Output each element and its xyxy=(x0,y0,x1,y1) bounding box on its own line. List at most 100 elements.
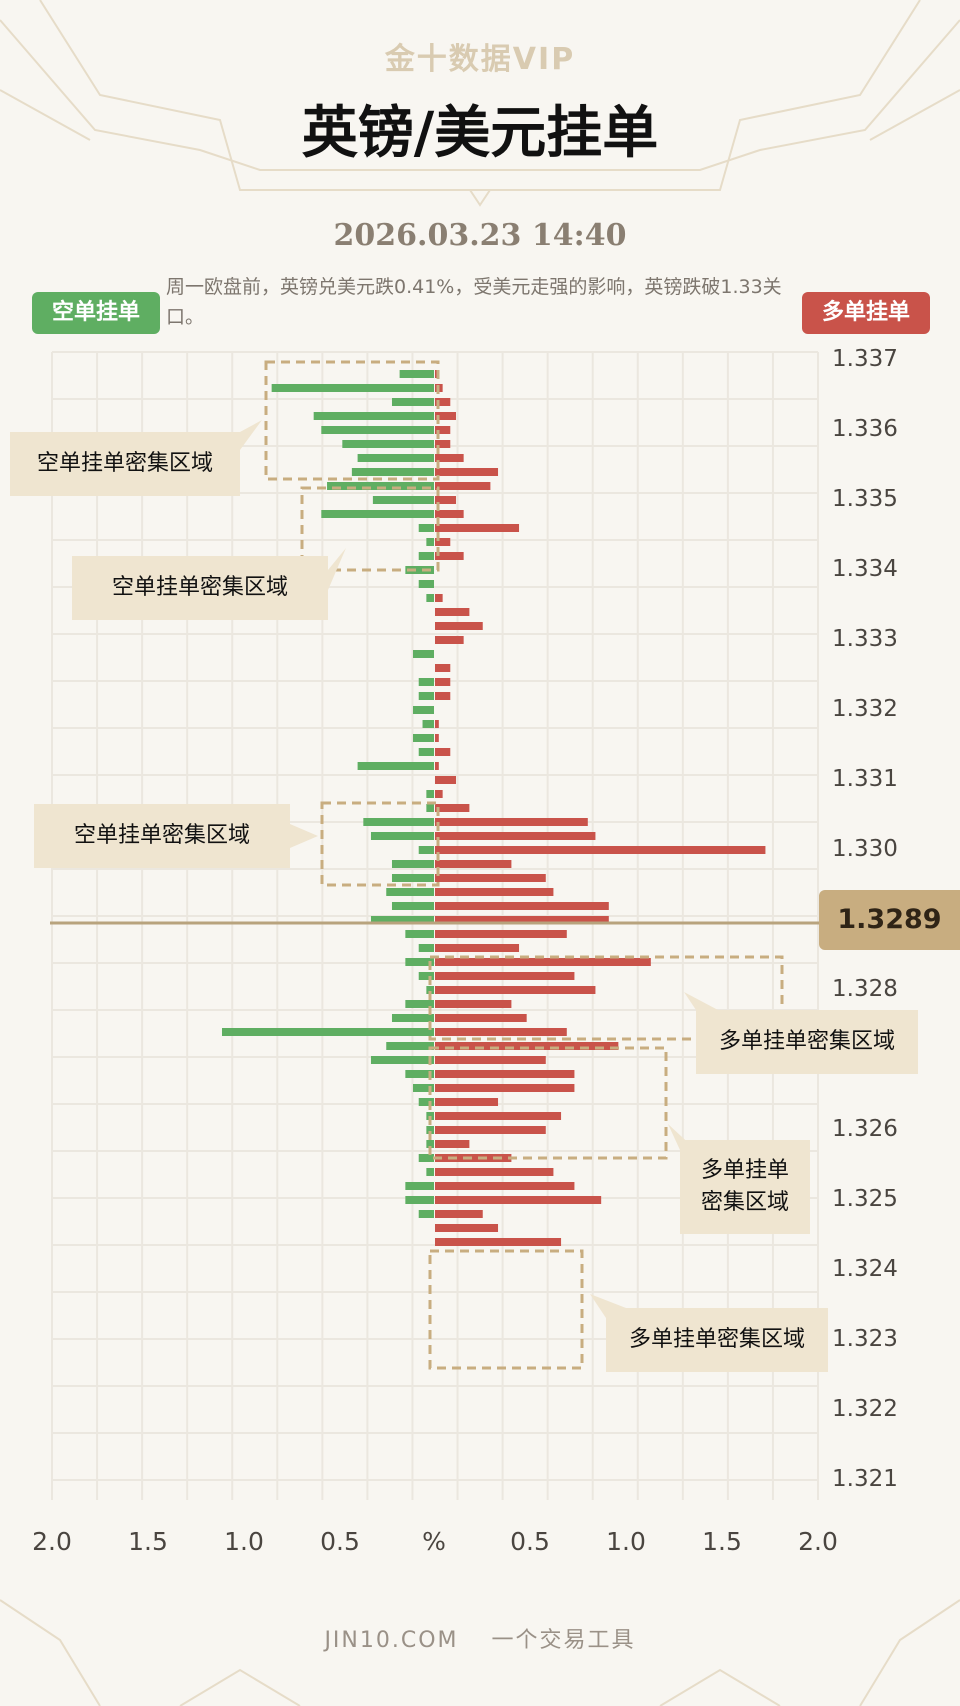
short-bar xyxy=(418,552,434,560)
timestamp: 2026.03.23 14:40 xyxy=(333,218,627,253)
long-bar xyxy=(435,1224,499,1232)
x-tick-label: 1.0 xyxy=(224,1527,264,1556)
price-tick-label: 1.336 xyxy=(832,416,898,442)
long-bar xyxy=(435,888,554,896)
short-bar xyxy=(426,538,434,546)
long-bar xyxy=(435,1014,527,1022)
short-bar xyxy=(372,496,434,504)
short-zone-label-1: 空单挂单密集区域 xyxy=(36,451,213,476)
short-bar xyxy=(386,888,434,896)
price-tick-label: 1.335 xyxy=(832,486,898,512)
long-zone-label-2a: 多单挂单 xyxy=(700,1158,789,1183)
long-bar xyxy=(435,622,483,630)
long-bar xyxy=(435,692,451,700)
long-bar xyxy=(435,1168,554,1176)
long-bar xyxy=(435,790,443,798)
long-bar xyxy=(435,1126,546,1134)
cluster-box-4 xyxy=(428,955,784,1041)
short-zone-callout-2: 空单挂单密集区域 xyxy=(72,556,328,620)
long-bar xyxy=(435,1098,499,1106)
long-bar xyxy=(435,958,651,966)
callout-pointer-1 xyxy=(240,420,262,450)
short-bar xyxy=(412,734,434,742)
long-bar xyxy=(435,1210,483,1218)
long-bar xyxy=(435,1028,567,1036)
long-bar xyxy=(435,1056,546,1064)
short-bar xyxy=(412,1084,434,1092)
short-zone-label-3: 空单挂单密集区域 xyxy=(73,823,250,848)
long-bar xyxy=(435,930,567,938)
short-bar xyxy=(391,398,434,406)
long-bar xyxy=(435,1070,575,1078)
cluster-box-1 xyxy=(264,360,440,481)
short-bar xyxy=(313,412,434,420)
market-description: 周一欧盘前，英镑兑美元跌0.41%，受美元走强的影响，英镑跌破1.33关口。 xyxy=(166,276,782,328)
cluster-box-2 xyxy=(300,486,440,572)
short-bar xyxy=(418,748,434,756)
long-bar xyxy=(435,1182,575,1190)
short-bar xyxy=(405,958,434,966)
short-bar xyxy=(391,902,434,910)
long-bar xyxy=(435,440,451,448)
callout-pointer-2 xyxy=(328,548,346,590)
short-bar xyxy=(370,1056,434,1064)
short-bar xyxy=(418,846,434,854)
x-tick-label: 0.5 xyxy=(510,1527,550,1556)
x-tick-label: 2.0 xyxy=(32,1527,72,1556)
x-tick-label: 1.5 xyxy=(128,1527,168,1556)
long-zone-callout-2: 多单挂单 密集区域 xyxy=(680,1140,810,1234)
long-bar xyxy=(435,636,464,644)
short-bar xyxy=(357,762,434,770)
long-bar xyxy=(435,510,464,518)
price-tick-label: 1.321 xyxy=(832,1466,898,1492)
short-zone-callout-3: 空单挂单密集区域 xyxy=(34,804,290,868)
callout-pointer-4 xyxy=(684,992,718,1010)
price-tick-label: 1.333 xyxy=(832,626,898,652)
short-bar xyxy=(418,972,434,980)
short-bar xyxy=(418,678,434,686)
short-bar xyxy=(321,510,434,518)
long-bar xyxy=(435,734,439,742)
long-bar xyxy=(435,972,575,980)
long-bar xyxy=(435,818,588,826)
short-bar xyxy=(418,1154,434,1162)
long-bar xyxy=(435,762,439,770)
cluster-box-5 xyxy=(428,1046,668,1160)
long-bar xyxy=(435,944,520,952)
short-bar xyxy=(422,720,434,728)
price-tick-label: 1.326 xyxy=(832,1116,898,1142)
price-tick-label: 1.330 xyxy=(832,836,898,862)
long-bar xyxy=(435,902,609,910)
long-zone-label-2b: 密集区域 xyxy=(700,1190,789,1215)
short-bar xyxy=(418,692,434,700)
short-bar xyxy=(357,454,434,462)
x-tick-label: 1.0 xyxy=(606,1527,646,1556)
short-bar xyxy=(405,1196,434,1204)
short-bar xyxy=(405,1182,434,1190)
price-tick-label: 1.324 xyxy=(832,1256,898,1282)
long-bar xyxy=(435,552,464,560)
footer-site: JIN10.COM xyxy=(324,1628,459,1653)
short-bar xyxy=(391,1014,434,1022)
short-bar xyxy=(412,650,434,658)
long-bar xyxy=(435,916,609,924)
x-tick-label: 0.5 xyxy=(320,1527,360,1556)
long-bar xyxy=(435,986,596,994)
short-bar xyxy=(271,384,434,392)
long-bar xyxy=(435,804,470,812)
price-tick-label: 1.337 xyxy=(832,346,898,372)
price-tick-label: 1.322 xyxy=(832,1396,898,1422)
long-zone-callout-1: 多单挂单密集区域 xyxy=(696,1010,918,1074)
short-bar xyxy=(405,1000,434,1008)
long-bar xyxy=(435,1196,602,1204)
short-bar xyxy=(418,580,434,588)
x-tick-label: % xyxy=(422,1527,446,1556)
page-title: 英镑/美元挂单 xyxy=(301,100,659,166)
long-bar xyxy=(435,1238,562,1246)
long-bar xyxy=(435,678,451,686)
callout-pointer-3 xyxy=(290,824,318,848)
x-tick-label: 2.0 xyxy=(798,1527,838,1556)
long-bar xyxy=(435,538,451,546)
long-bar xyxy=(435,1154,512,1162)
